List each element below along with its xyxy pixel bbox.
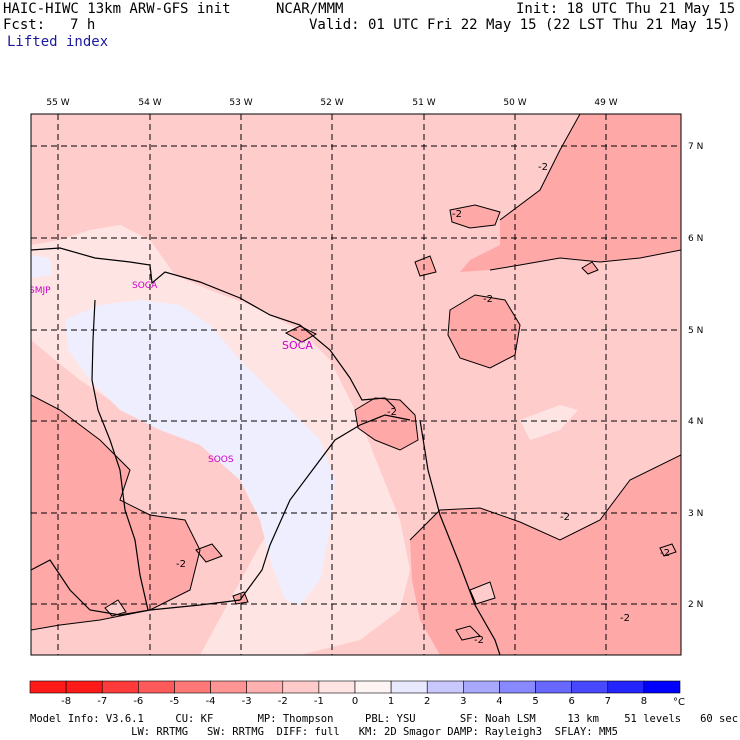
colorbar-swatch bbox=[282, 680, 320, 694]
model-info-line1: Model Info: V3.6.1 CU: KF MP: Thompson P… bbox=[30, 713, 739, 725]
unstable-cell-b bbox=[448, 295, 520, 368]
coastline-borders bbox=[31, 247, 501, 655]
init-time: Init: 18 UTC Thu 21 May 15 bbox=[516, 1, 736, 17]
colorbar-tick-label: -4 bbox=[206, 696, 216, 707]
colorbar-tick-label: 2 bbox=[424, 696, 430, 707]
colorbar-swatch bbox=[426, 680, 464, 694]
colorbar-tick-label: -8 bbox=[61, 696, 71, 707]
lon-label: 55 W bbox=[46, 98, 69, 108]
colorbar-swatch bbox=[210, 680, 247, 694]
contour-label: -2 bbox=[538, 162, 548, 173]
colorbar-swatch bbox=[535, 680, 572, 694]
model-title: HAIC-HIWC 13km ARW-GFS init bbox=[3, 1, 231, 17]
contour-label: -2 bbox=[452, 209, 462, 220]
colorbar-tick-label: 5 bbox=[532, 696, 538, 707]
colorbar-swatch bbox=[246, 680, 284, 694]
colorbar-swatch bbox=[29, 680, 67, 694]
unstable-region-se bbox=[410, 455, 681, 655]
colorbar-tick-label: 7 bbox=[605, 696, 611, 707]
lat-label: 4 N bbox=[688, 417, 703, 427]
colorbar-tick-label: 1 bbox=[388, 696, 394, 707]
model-info-line2: LW: RRTMG SW: RRTMG DIFF: full KM: 2D Sm… bbox=[30, 726, 618, 738]
colorbar-swatch bbox=[354, 680, 392, 694]
colorbar-swatch bbox=[571, 680, 609, 694]
lon-label: 54 W bbox=[138, 98, 161, 108]
stable-patch-sw bbox=[105, 600, 126, 616]
station-label: SOCA bbox=[132, 281, 158, 291]
colorbar-swatch bbox=[138, 680, 175, 694]
colorbar-swatch bbox=[390, 680, 428, 694]
colorbar-tick-label: -3 bbox=[242, 696, 252, 707]
colorbar-tick-label: -5 bbox=[169, 696, 179, 707]
colorbar bbox=[29, 680, 681, 694]
colorbar-tick-label: -2 bbox=[278, 696, 288, 707]
station-label: SOOS bbox=[208, 455, 234, 465]
contour-lines bbox=[31, 114, 681, 641]
contour-label: -2 bbox=[560, 512, 570, 523]
colorbar-swatch bbox=[463, 680, 500, 694]
colorbar-tick-label: 0 bbox=[352, 696, 358, 707]
unstable-cell-c bbox=[415, 256, 436, 276]
lat-label: 6 N bbox=[688, 234, 703, 244]
station-label: SMJP bbox=[29, 286, 51, 296]
lon-label: 52 W bbox=[320, 98, 343, 108]
colorbar-swatch bbox=[101, 680, 139, 694]
map-frame bbox=[30, 113, 682, 656]
contour-label: -2 bbox=[387, 407, 397, 418]
lat-label: 5 N bbox=[688, 326, 703, 336]
org-label: NCAR/MMM bbox=[276, 1, 344, 17]
lon-label: 53 W bbox=[229, 98, 252, 108]
colorbar-unit: °C bbox=[673, 697, 685, 708]
field-name: Lifted index bbox=[7, 34, 109, 50]
colorbar-tick-label: 8 bbox=[641, 696, 647, 707]
colorbar-swatch bbox=[318, 680, 356, 694]
colorbar-tick-label: -1 bbox=[314, 696, 324, 707]
colorbar-tick-label: 6 bbox=[568, 696, 574, 707]
lat-label: 2 N bbox=[688, 600, 703, 610]
positive-region-west bbox=[31, 255, 52, 278]
lat-label: 7 N bbox=[688, 142, 703, 152]
colorbar-swatch bbox=[65, 680, 103, 694]
colorbar-ticks: -8 -7 -6 -5 -4 -3 -2 -1 0 1 2 3 4 5 6 7 8 bbox=[61, 696, 647, 707]
colorbar-swatch bbox=[643, 680, 681, 694]
valid-time: Valid: 01 UTC Fri 22 May 15 (22 LST Thu … bbox=[309, 17, 731, 33]
station-label: SOCA bbox=[282, 339, 313, 352]
contour-label: -2 bbox=[176, 559, 186, 570]
contour-label: -2 bbox=[483, 294, 493, 305]
unstable-region-ne bbox=[460, 114, 681, 272]
colorbar-tick-label: 3 bbox=[460, 696, 466, 707]
contour-label: -2 bbox=[474, 635, 484, 646]
positive-region bbox=[65, 300, 335, 605]
lon-label: 50 W bbox=[503, 98, 526, 108]
colorbar-tick-label: -6 bbox=[133, 696, 143, 707]
lon-label: 51 W bbox=[412, 98, 435, 108]
colorbar-tick-label: -7 bbox=[97, 696, 107, 707]
stable-patch bbox=[520, 405, 578, 440]
lat-label: 3 N bbox=[688, 509, 703, 519]
colorbar-tick-label: 4 bbox=[496, 696, 502, 707]
forecast-label: Fcst: bbox=[3, 17, 46, 33]
colorbar-swatch bbox=[607, 680, 645, 694]
contour-label: -2 bbox=[660, 548, 670, 559]
colorbar-swatch bbox=[499, 680, 536, 694]
lon-label: 49 W bbox=[594, 98, 617, 108]
forecast-hours: 7 h bbox=[70, 17, 96, 33]
colorbar-swatch bbox=[174, 680, 211, 694]
unstable-cell-a bbox=[450, 205, 500, 228]
contour-label: -2 bbox=[620, 613, 630, 624]
lat-lon-grid bbox=[31, 114, 681, 655]
